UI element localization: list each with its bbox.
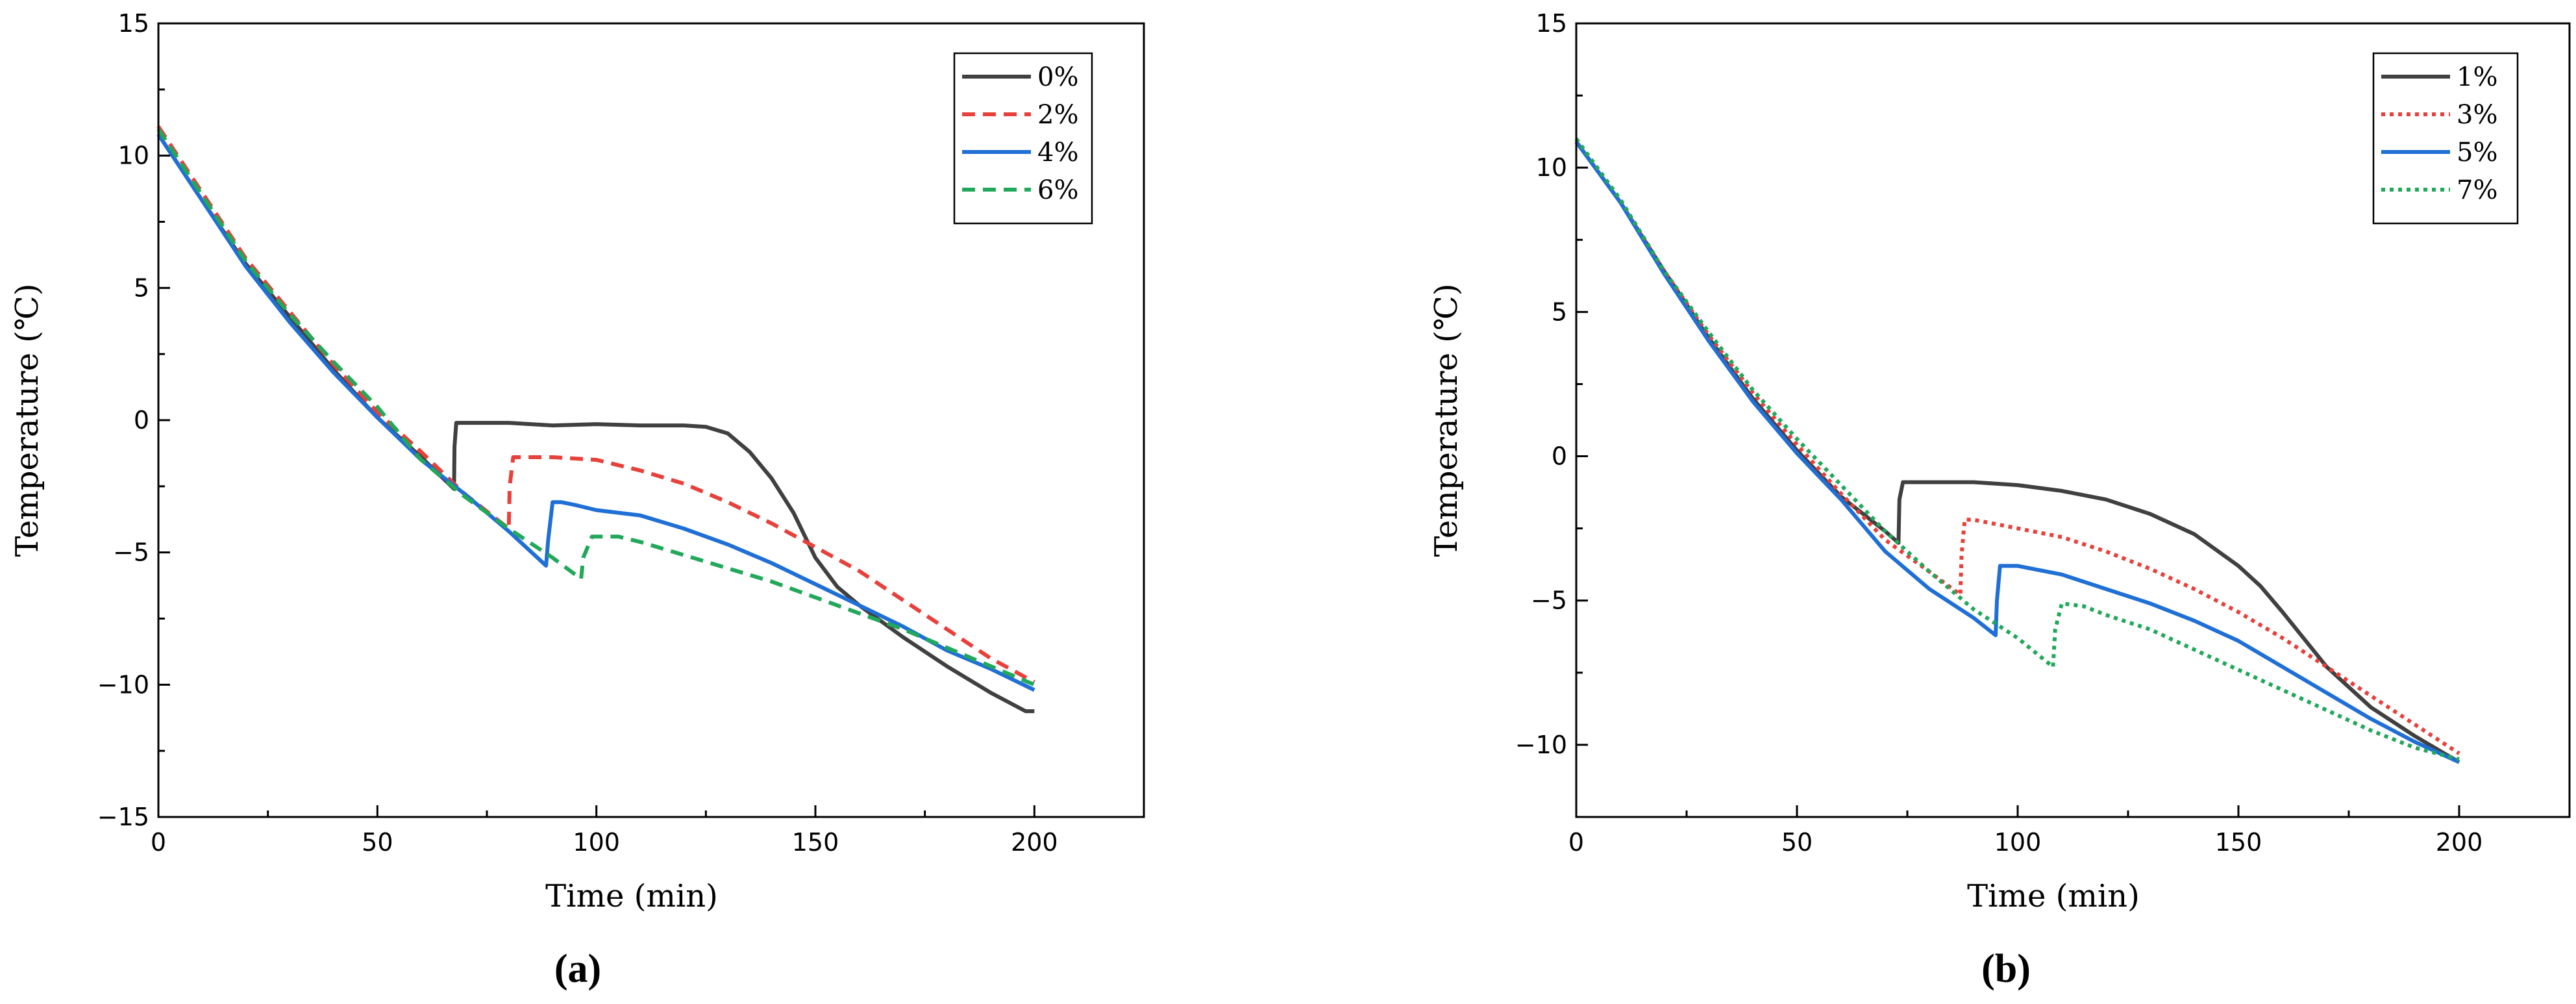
y-tick-label: −5 [113,538,149,567]
legend-label: 4% [1037,138,1078,168]
legend-box [953,52,1093,225]
series-line-4pct [156,133,1035,692]
series-line-6pct [156,128,1035,687]
y-tick-label: 5 [1552,297,1567,326]
y-axis-label: Temperature (℃) [1428,284,1465,557]
x-tick-label: 150 [2215,828,2262,857]
y-tick-label: 0 [1552,442,1567,471]
y-tick-label: 10 [1536,153,1567,182]
legend-label: 1% [2457,62,2497,92]
series-line-7pct [1574,137,2460,762]
x-tick-label: 0 [151,828,166,857]
x-axis-label: Time (min) [545,878,718,914]
x-tick-label: 50 [362,828,393,857]
y-tick-label: −10 [97,670,149,699]
chart-panel-b: 0 50 100 150 200 −10 −5 0 5 10 15 Time (min) Tempera… [1428,9,2571,991]
y-tick-label: −10 [1515,731,1567,759]
legend-label: 0% [1037,62,1078,92]
legend-label: 7% [2457,175,2497,205]
legend-label: 5% [2457,138,2497,168]
series-line-3pct [1574,140,2460,755]
y-axis-label: Temperature (℃) [9,284,45,557]
plot-frame [1575,22,2571,818]
panel-label: (a) [554,947,601,991]
y-tick-label: 0 [134,406,149,434]
x-axis-label: Time (min) [1967,878,2140,914]
legend-label: 3% [2457,100,2497,130]
legend-label: 2% [1037,100,1078,130]
y-tick-label: −5 [1531,586,1567,615]
x-tick-label: 200 [1011,828,1058,857]
y-tick-label: 15 [1536,9,1567,38]
chart-panel-a: 0 50 100 150 200 −15 −10 −5 0 5 10 15 Time (min) Temp… [9,9,1145,991]
y-tick-label: 5 [134,273,149,302]
x-tick-label: 150 [792,828,839,857]
x-tick-label: 100 [573,828,620,857]
series-line-5pct [1574,140,2460,764]
y-tick-label: 15 [118,9,149,38]
x-tick-label: 200 [2436,828,2483,857]
x-tick-label: 100 [1994,828,2042,857]
series-line-2pct [156,125,1035,684]
legend-box [2372,52,2519,225]
x-tick-label: 0 [1568,828,1584,857]
y-tick-label: −15 [97,803,149,831]
x-tick-label: 50 [1781,828,1813,857]
panel-label: (b) [1981,947,2031,991]
legend-label: 6% [1037,175,1078,205]
y-tick-label: 10 [118,142,149,170]
